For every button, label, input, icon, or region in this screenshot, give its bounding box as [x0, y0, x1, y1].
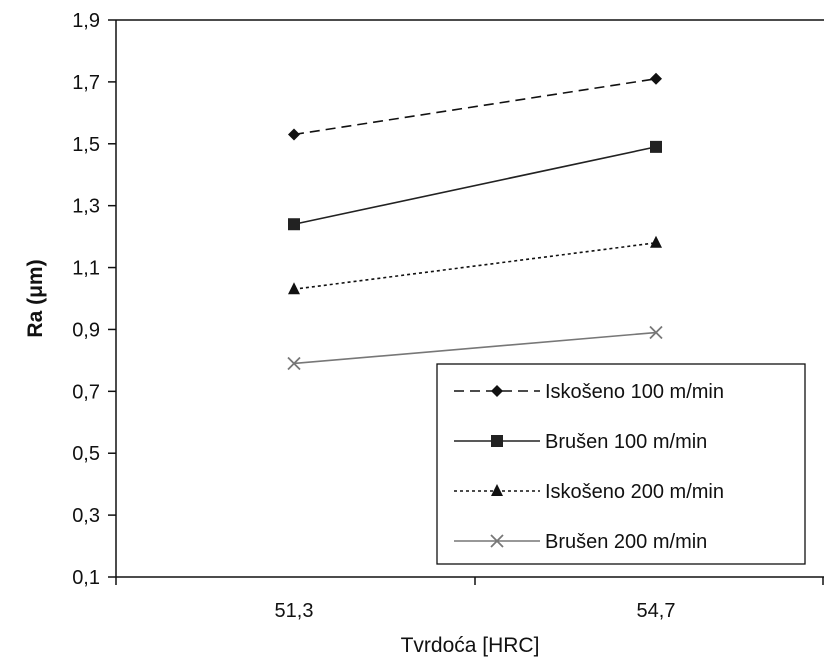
- legend-label: Iskošeno 100 m/min: [545, 381, 724, 403]
- x-tick-label: 51,3: [275, 600, 314, 622]
- legend-marker: [491, 435, 503, 447]
- legend-marker-stroke-b: [490, 534, 504, 548]
- data-point-stroke-b: [649, 325, 663, 340]
- legend: Iskošeno 100 m/min Brušen 100 m/min Iskoše…: [436, 363, 806, 565]
- series-3: [288, 235, 662, 295]
- legend-marker: [491, 385, 503, 397]
- series-4: [287, 325, 663, 371]
- y-tick-label: 1,3: [72, 196, 100, 218]
- data-point: [650, 235, 662, 248]
- legend-marker: [490, 534, 504, 548]
- series-line: [293, 146, 657, 226]
- series-line: [293, 78, 657, 136]
- y-tick-label: 0,9: [72, 319, 100, 341]
- y-axis-title: Ra (μm): [24, 259, 47, 337]
- legend-box: [436, 363, 806, 565]
- data-point: [649, 325, 663, 340]
- y-tick-label: 1,9: [72, 10, 100, 32]
- y-tick-label: 0,3: [72, 505, 100, 527]
- y-tick-label: 0,1: [72, 567, 100, 589]
- data-point: [287, 356, 301, 371]
- y-tick-label: 1,5: [72, 134, 100, 156]
- x-axis-title: Tvrdoća [HRC]: [401, 634, 540, 657]
- series-1: [288, 72, 662, 141]
- series-2: [288, 140, 662, 231]
- y-tick-label: 0,5: [72, 443, 100, 465]
- series-line: [293, 331, 657, 365]
- axes: [115, 19, 824, 578]
- data-point: [288, 128, 300, 141]
- data-point: [650, 140, 662, 153]
- legend-marker: [491, 484, 503, 496]
- y-axis-ticks: 0,1 0,3 0,5 0,7 0,9 1,1 1,3 1,5 1,7 1,9: [72, 10, 116, 589]
- legend-label: Brušen 200 m/min: [545, 531, 707, 553]
- x-tick-label: 54,7: [637, 600, 676, 622]
- data-point: [650, 72, 662, 85]
- data-point: [288, 218, 300, 231]
- series-line: [293, 242, 657, 291]
- y-tick-label: 0,7: [72, 381, 100, 403]
- y-tick-label: 1,7: [72, 72, 100, 94]
- legend-label: Iskošeno 200 m/min: [545, 481, 724, 503]
- legend-label: Brušen 100 m/min: [545, 431, 707, 453]
- series-group: [287, 72, 663, 371]
- y-tick-label: 1,1: [72, 258, 100, 280]
- data-point: [288, 282, 300, 295]
- data-point-stroke-b: [287, 356, 301, 371]
- x-axis-ticks: 51,3 54,7: [115, 577, 824, 622]
